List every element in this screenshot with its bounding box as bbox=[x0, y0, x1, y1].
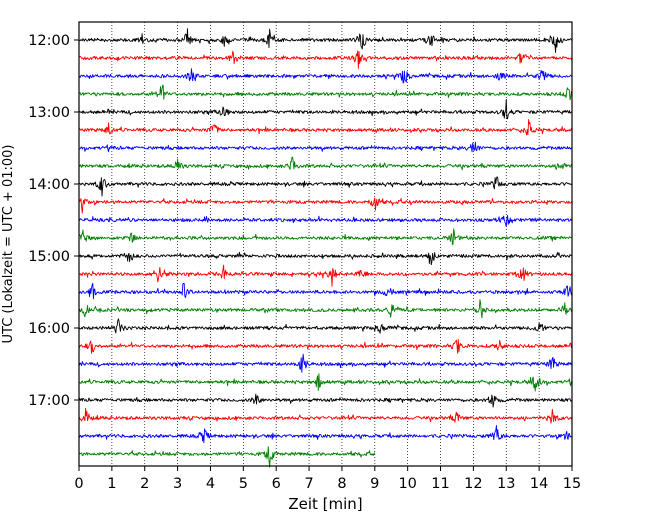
trace-1200 bbox=[78, 28, 573, 54]
trace-1245 bbox=[78, 84, 573, 101]
x-tick-label: 0 bbox=[74, 476, 83, 492]
trace-1315 bbox=[78, 119, 573, 136]
x-tick-label: 1 bbox=[107, 476, 116, 492]
y-axis-label: UTC (Lokalzeit = UTC + 01:00) bbox=[1, 145, 16, 344]
trace-1615 bbox=[78, 338, 573, 354]
x-axis-ticks: 0 1 2 3 4 5 6 7 8 9 10 11 12 13 14 15 bbox=[74, 466, 581, 492]
trace-1730 bbox=[78, 424, 573, 444]
trace-1300 bbox=[78, 98, 573, 120]
trace-1345 bbox=[78, 156, 573, 171]
trace-1530 bbox=[78, 282, 573, 300]
x-tick-label: 5 bbox=[239, 476, 248, 492]
x-tick-label: 13 bbox=[497, 476, 515, 492]
y-tick-label: 13:00 bbox=[28, 105, 70, 121]
trace-1715 bbox=[78, 407, 573, 424]
trace-1600 bbox=[78, 318, 573, 334]
y-tick-label: 15:00 bbox=[28, 249, 70, 265]
x-tick-label: 11 bbox=[431, 476, 449, 492]
traces bbox=[78, 28, 573, 468]
x-tick-label: 8 bbox=[337, 476, 346, 492]
trace-1230 bbox=[78, 68, 573, 84]
trace-1330 bbox=[78, 141, 573, 153]
trace-1400 bbox=[78, 176, 573, 197]
plot-frame bbox=[78, 21, 573, 467]
trace-1445 bbox=[78, 228, 573, 245]
x-tick-label: 3 bbox=[173, 476, 182, 492]
trace-1545 bbox=[78, 299, 573, 319]
x-tick-label: 15 bbox=[563, 476, 581, 492]
x-tick-label: 6 bbox=[272, 476, 281, 492]
y-axis-ticks: 12:00 13:00 14:00 15:00 16:00 17:00 bbox=[28, 33, 79, 409]
trace-1215 bbox=[78, 50, 573, 69]
x-tick-label: 9 bbox=[370, 476, 379, 492]
trace-1515 bbox=[78, 264, 573, 287]
trace-1630 bbox=[78, 353, 573, 373]
y-tick-label: 17:00 bbox=[28, 393, 70, 409]
y-tick-label: 12:00 bbox=[28, 33, 70, 49]
trace-1500 bbox=[78, 251, 573, 266]
grid bbox=[111, 22, 540, 466]
y-tick-label: 16:00 bbox=[28, 321, 70, 337]
x-tick-label: 10 bbox=[398, 476, 416, 492]
trace-1415 bbox=[78, 197, 573, 214]
trace-1430 bbox=[78, 215, 573, 228]
trace-1700 bbox=[78, 393, 573, 408]
x-tick-label: 12 bbox=[464, 476, 482, 492]
x-tick-label: 14 bbox=[530, 476, 548, 492]
trace-1745 bbox=[78, 446, 376, 468]
x-tick-label: 2 bbox=[140, 476, 149, 492]
y-tick-label: 14:00 bbox=[28, 177, 70, 193]
x-axis-label: Zeit [min] bbox=[288, 495, 362, 513]
x-tick-label: 4 bbox=[206, 476, 215, 492]
trace-1645 bbox=[78, 373, 573, 392]
x-tick-label: 7 bbox=[304, 476, 313, 492]
